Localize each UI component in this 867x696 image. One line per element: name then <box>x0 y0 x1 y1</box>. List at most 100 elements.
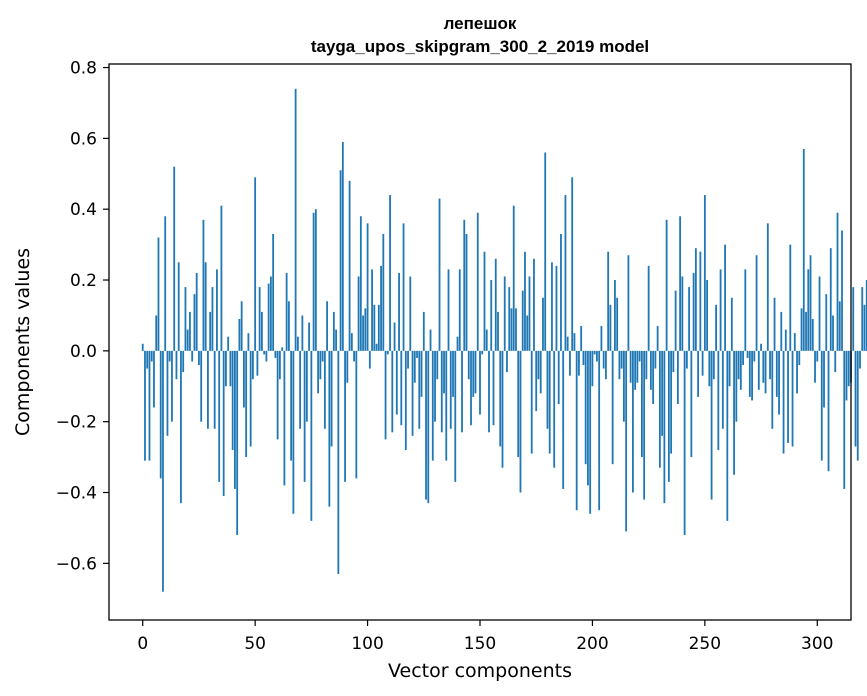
bar-279 <box>769 350 771 380</box>
bar-101 <box>368 350 371 369</box>
bar-191 <box>571 177 574 351</box>
bar-219 <box>634 350 637 390</box>
bar-171 <box>526 315 529 351</box>
bar-289 <box>791 350 794 447</box>
x-tick-label: 250 <box>689 634 721 654</box>
bar-297 <box>809 255 812 351</box>
bar-88 <box>339 170 342 351</box>
bar-141 <box>458 269 461 351</box>
bar-116 <box>402 223 405 351</box>
bar-147 <box>472 350 475 397</box>
bar-293 <box>800 308 803 351</box>
bar-307 <box>832 315 834 351</box>
bar-298 <box>811 318 814 351</box>
bar-185 <box>557 350 560 404</box>
bar-49 <box>252 350 254 380</box>
bar-257 <box>719 269 722 351</box>
bar-225 <box>647 265 650 351</box>
bar-156 <box>492 350 495 426</box>
bar-51 <box>256 350 259 376</box>
bar-160 <box>501 350 504 468</box>
bar-79 <box>319 350 322 380</box>
bar-189 <box>566 336 569 351</box>
bar-228 <box>654 350 657 369</box>
bar-90 <box>344 350 346 482</box>
bar-34 <box>218 350 221 482</box>
bar-7 <box>157 237 160 351</box>
bar-310 <box>838 301 841 351</box>
bar-127 <box>427 350 430 504</box>
bar-66 <box>290 350 293 461</box>
bar-262 <box>730 297 733 351</box>
bar-221 <box>638 350 641 362</box>
bar-140 <box>456 336 459 351</box>
bar-15 <box>175 350 178 380</box>
bar-27 <box>202 219 205 351</box>
bar-283 <box>778 350 780 415</box>
bar-235 <box>670 350 673 454</box>
bar-222 <box>640 350 643 458</box>
bar-124 <box>420 350 423 397</box>
y-axis-ticks: −0.6 −0.4 −0.2 0.0 0.2 0.4 0.6 0.8 <box>56 59 109 574</box>
bar-186 <box>560 233 562 351</box>
bar-281 <box>773 297 776 351</box>
bar-179 <box>544 152 547 351</box>
bar-85 <box>332 311 335 351</box>
bar-288 <box>789 244 792 351</box>
y-tick-label: −0.2 <box>56 413 97 433</box>
bar-266 <box>739 350 742 390</box>
bar-32 <box>213 350 216 429</box>
bar-39 <box>229 350 232 387</box>
bar-109 <box>386 350 389 355</box>
x-tick-label: 100 <box>351 634 383 654</box>
bar-322 <box>865 280 867 351</box>
bar-273 <box>755 255 758 351</box>
bar-151 <box>481 350 484 355</box>
bar-115 <box>400 350 403 426</box>
bar-17 <box>180 350 182 504</box>
bar-46 <box>245 350 248 458</box>
bar-48 <box>249 350 252 447</box>
bar-64 <box>285 272 288 351</box>
bar-77 <box>314 209 317 351</box>
bar-54 <box>263 350 266 355</box>
bar-252 <box>708 350 711 387</box>
bar-89 <box>341 141 344 351</box>
bar-254 <box>712 350 715 380</box>
bar-61 <box>278 350 281 380</box>
bar-3 <box>148 350 151 461</box>
bar-216 <box>627 255 630 351</box>
bar-136 <box>447 269 450 351</box>
bar-166 <box>515 308 517 351</box>
bar-204 <box>600 326 603 351</box>
bar-68 <box>294 88 297 351</box>
bar-318 <box>856 350 859 461</box>
bar-208 <box>609 304 612 351</box>
bar-152 <box>483 251 486 351</box>
bar-272 <box>753 350 756 362</box>
bar-47 <box>247 333 250 351</box>
bar-211 <box>616 297 619 351</box>
x-tick-label: 150 <box>464 634 496 654</box>
bar-31 <box>211 287 214 351</box>
bar-240 <box>681 276 684 351</box>
bar-227 <box>652 350 655 404</box>
bar-245 <box>692 272 695 351</box>
bar-2 <box>146 350 149 369</box>
bar-286 <box>784 329 787 351</box>
bar-220 <box>636 350 639 383</box>
bar-52 <box>258 287 261 351</box>
bar-190 <box>569 350 571 376</box>
bar-180 <box>546 350 549 429</box>
bar-44 <box>240 301 243 351</box>
y-tick-label: 0.2 <box>70 271 97 291</box>
bar-270 <box>748 350 751 397</box>
bar-19 <box>184 287 187 351</box>
bar-118 <box>407 350 409 369</box>
bar-142 <box>461 350 463 433</box>
bar-130 <box>434 350 436 422</box>
bar-58 <box>272 233 275 351</box>
bar-55 <box>265 350 268 362</box>
bar-194 <box>578 350 580 376</box>
